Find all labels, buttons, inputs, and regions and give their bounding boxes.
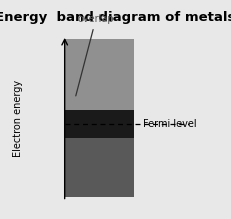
Text: Fermi level: Fermi level bbox=[143, 119, 197, 129]
Text: Energy  band diagram of metals: Energy band diagram of metals bbox=[0, 11, 231, 24]
Bar bbox=[65, 138, 134, 197]
Bar bbox=[65, 39, 134, 110]
Text: overlap: overlap bbox=[76, 14, 114, 96]
Text: Electron energy: Electron energy bbox=[13, 80, 24, 157]
Bar bbox=[65, 110, 134, 138]
